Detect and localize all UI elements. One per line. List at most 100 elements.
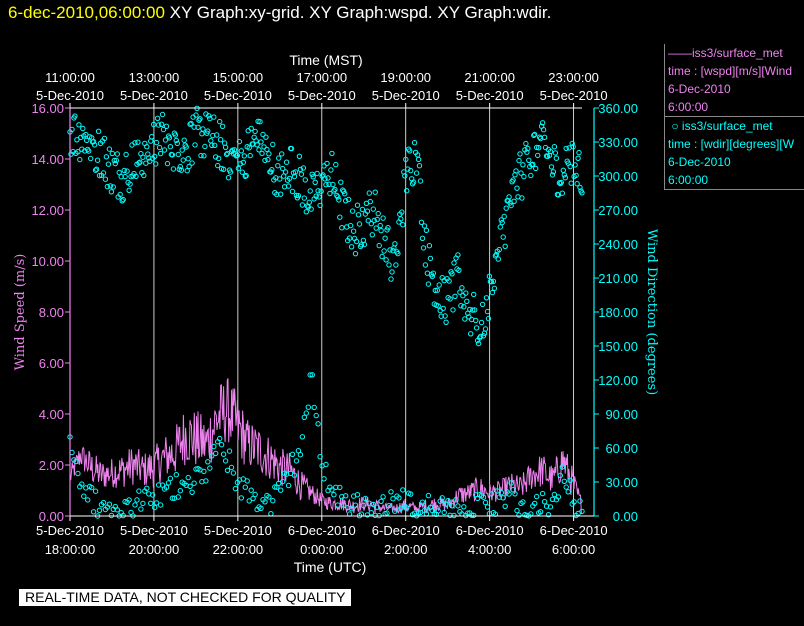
wind-direction-point	[215, 162, 221, 169]
wind-direction-point	[378, 227, 384, 234]
wind-direction-point	[576, 149, 582, 156]
wind-direction-point	[498, 217, 504, 223]
wind-direction-point	[167, 144, 174, 150]
wind-direction-point	[257, 119, 263, 125]
wind-direction-point	[352, 251, 359, 257]
right-tick-label: 120.00	[598, 373, 638, 388]
wind-direction-point	[329, 487, 335, 493]
wind-direction-point	[246, 498, 252, 504]
left-tick-label: 12.00	[31, 203, 64, 218]
wind-direction-point	[553, 155, 560, 161]
left-axis-label: Wind Speed (m/s)	[13, 254, 28, 371]
wind-direction-point	[404, 188, 410, 194]
wind-direction-point	[478, 319, 485, 326]
wind-direction-point	[319, 173, 325, 179]
wind-direction-point	[372, 189, 378, 195]
wind-direction-point	[91, 142, 98, 148]
wind-direction-point	[157, 502, 164, 508]
wind-direction-point	[565, 489, 571, 495]
wind-direction-point	[408, 167, 414, 174]
wind-direction-point	[121, 167, 127, 174]
wind-direction-point	[137, 159, 143, 165]
right-tick-label: 270.00	[598, 203, 638, 218]
wind-direction-point	[561, 172, 567, 178]
wind-direction-point	[230, 470, 237, 476]
wind-direction-point	[449, 503, 455, 509]
wind-direction-point	[470, 307, 476, 313]
wind-direction-point	[193, 112, 199, 118]
legend-wspd-time: 6:00:00	[668, 100, 709, 114]
wind-direction-point	[184, 168, 190, 174]
right-tick-label: 330.00	[598, 135, 638, 150]
wind-direction-point	[154, 115, 161, 122]
legend: ——iss3/surface_met time : [wspd][m/s][Wi…	[664, 44, 804, 190]
wind-direction-point	[333, 161, 339, 168]
wind-direction-point	[289, 451, 296, 457]
wind-direction-point	[436, 282, 442, 288]
wind-direction-point	[109, 150, 116, 157]
wind-direction-point	[503, 205, 509, 211]
wind-direction-point	[572, 162, 578, 168]
wind-direction-point	[92, 167, 99, 173]
wind-direction-point	[141, 172, 147, 179]
wind-direction-point	[83, 131, 89, 138]
wind-direction-point	[439, 495, 445, 501]
wind-direction-point	[151, 121, 157, 128]
wind-direction-point	[219, 123, 226, 130]
wind-direction-point	[435, 303, 441, 309]
wind-direction-point	[318, 188, 324, 194]
wind-direction-point	[520, 162, 526, 168]
wind-direction-point	[486, 273, 493, 279]
wind-direction-point	[217, 435, 223, 442]
wind-direction-point	[451, 260, 457, 266]
wind-direction-point	[293, 458, 300, 464]
wind-direction-point	[85, 497, 91, 503]
wind-direction-point	[76, 122, 82, 128]
wind-direction-point	[222, 458, 229, 464]
wind-direction-point	[311, 404, 317, 411]
right-tick-label: 360.00	[598, 101, 638, 116]
wind-direction-point	[510, 177, 516, 183]
bottom-tick-time: 20:00:00	[129, 542, 180, 557]
wind-direction-point	[532, 500, 538, 507]
wind-direction-point	[521, 173, 527, 180]
wind-direction-point	[177, 488, 184, 494]
wind-direction-point	[452, 293, 458, 299]
wind-direction-point	[309, 372, 315, 378]
graph-header: 6-dec-2010,06:00:00 XY Graph:xy-grid. XY…	[8, 3, 551, 23]
wind-direction-point	[525, 145, 531, 152]
wind-direction-point	[75, 470, 81, 477]
wind-direction-point	[278, 487, 284, 493]
wind-direction-point	[555, 494, 562, 500]
wind-direction-point	[337, 484, 343, 491]
wind-direction-point	[368, 221, 374, 227]
wind-direction-point	[453, 496, 459, 503]
quality-disclaimer: REAL-TIME DATA, NOT CHECKED FOR QUALITY	[19, 589, 352, 606]
bottom-tick-date: 5-Dec-2010	[36, 523, 104, 538]
left-tick-label: 4.00	[39, 407, 64, 422]
wind-direction-point	[374, 216, 380, 223]
wind-direction-point	[235, 165, 242, 172]
wind-direction-point	[153, 161, 159, 167]
wind-direction-point	[292, 169, 299, 175]
wind-direction-point	[561, 478, 567, 484]
wind-direction-point	[323, 182, 329, 188]
wind-direction-point	[246, 145, 252, 151]
wind-direction-point	[315, 421, 321, 427]
top-tick-date: 5-Dec-2010	[288, 88, 356, 103]
legend-wdir: ○ iss3/surface_met time : [wdir][degrees…	[664, 117, 804, 190]
wind-direction-point	[175, 494, 182, 500]
wind-direction-point	[159, 111, 166, 118]
wind-direction-point	[405, 166, 411, 172]
wind-direction-point	[384, 510, 390, 516]
wind-direction-point	[295, 193, 302, 199]
wind-direction-point	[473, 325, 480, 331]
wind-direction-point	[537, 509, 544, 515]
wind-direction-point	[364, 208, 371, 214]
wind-direction-point	[123, 151, 129, 158]
wind-direction-point	[480, 333, 487, 339]
wind-direction-point	[178, 167, 185, 173]
wind-direction-point	[223, 151, 230, 158]
wind-direction-point	[84, 137, 90, 144]
wind-direction-point	[270, 141, 276, 148]
